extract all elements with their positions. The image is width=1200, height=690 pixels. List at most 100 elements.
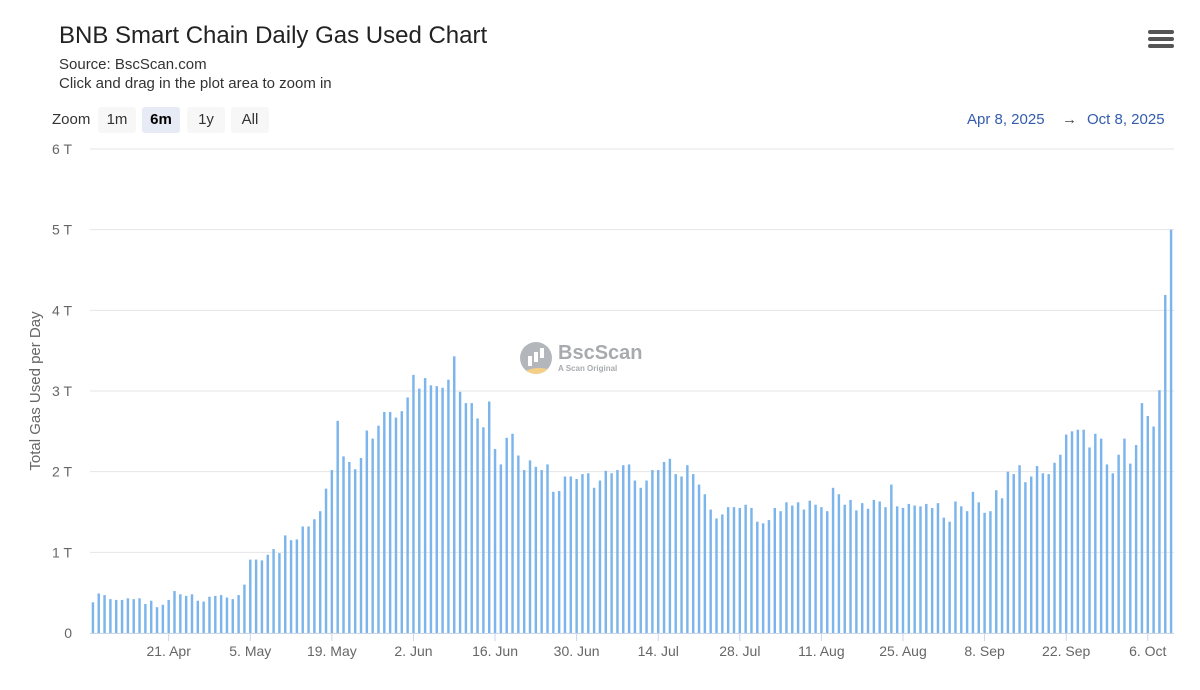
bar[interactable] <box>802 509 806 633</box>
bar[interactable] <box>662 461 666 633</box>
bar[interactable] <box>919 506 922 633</box>
bar[interactable] <box>697 484 701 633</box>
bar[interactable] <box>691 474 695 633</box>
bar[interactable] <box>91 602 95 633</box>
chart-menu-icon[interactable] <box>1148 30 1174 52</box>
bar[interactable] <box>476 418 479 633</box>
bar[interactable] <box>860 503 864 633</box>
bar[interactable] <box>1070 431 1074 633</box>
bar[interactable] <box>511 433 514 633</box>
bar[interactable] <box>814 504 817 633</box>
bar[interactable] <box>208 596 211 633</box>
bar[interactable] <box>1018 465 1021 633</box>
bar[interactable] <box>243 584 246 633</box>
bar[interactable] <box>1041 473 1045 633</box>
bar[interactable] <box>453 356 456 633</box>
bar[interactable] <box>761 523 765 633</box>
bar[interactable] <box>1006 471 1010 633</box>
bar[interactable] <box>1146 416 1149 633</box>
bar[interactable] <box>557 491 561 633</box>
bar[interactable] <box>307 526 310 633</box>
bar[interactable] <box>464 403 468 633</box>
bar[interactable] <box>645 480 648 633</box>
bar[interactable] <box>115 599 118 633</box>
bar[interactable] <box>237 595 240 633</box>
bar[interactable] <box>295 539 299 633</box>
bar[interactable] <box>901 507 905 633</box>
bar[interactable] <box>173 591 176 633</box>
bar[interactable] <box>721 514 724 633</box>
bar[interactable] <box>202 601 205 633</box>
bar[interactable] <box>540 470 543 633</box>
bar[interactable] <box>1158 390 1161 633</box>
bar[interactable] <box>528 460 532 633</box>
bar[interactable] <box>1169 229 1173 633</box>
zoom-1m-button[interactable]: 1m <box>98 107 136 133</box>
bar[interactable] <box>383 411 386 633</box>
bar[interactable] <box>1111 473 1115 633</box>
bar[interactable] <box>791 505 794 633</box>
bar[interactable] <box>1024 482 1027 633</box>
bar[interactable] <box>948 521 951 633</box>
bar[interactable] <box>254 559 258 633</box>
bar[interactable] <box>581 474 584 633</box>
range-from[interactable]: Apr 8, 2025 <box>967 111 1045 128</box>
bar[interactable] <box>231 599 235 633</box>
bar[interactable] <box>616 470 619 633</box>
bar[interactable] <box>1035 466 1039 633</box>
bar[interactable] <box>983 512 986 633</box>
bar[interactable] <box>668 458 672 633</box>
bar[interactable] <box>971 491 975 633</box>
bar[interactable] <box>627 464 631 633</box>
bar[interactable] <box>552 491 555 633</box>
bar[interactable] <box>499 464 503 633</box>
bar[interactable] <box>517 455 520 633</box>
bar[interactable] <box>930 507 934 633</box>
bar[interactable] <box>330 470 334 633</box>
bar[interactable] <box>709 509 712 633</box>
bar[interactable] <box>1129 463 1132 633</box>
range-to[interactable]: Oct 8, 2025 <box>1087 111 1165 128</box>
bar[interactable] <box>284 535 287 633</box>
bar[interactable] <box>738 507 742 633</box>
bar[interactable] <box>423 378 427 633</box>
bar[interactable] <box>388 411 392 633</box>
bar[interactable] <box>936 503 940 633</box>
bar[interactable] <box>610 473 613 633</box>
bar[interactable] <box>184 595 188 633</box>
bar[interactable] <box>674 474 677 633</box>
bar[interactable] <box>796 502 800 633</box>
bar[interactable] <box>651 470 654 633</box>
bar[interactable] <box>872 499 876 633</box>
bar[interactable] <box>960 506 963 633</box>
bar[interactable] <box>686 465 689 633</box>
bar[interactable] <box>412 374 415 633</box>
bar[interactable] <box>756 521 759 633</box>
bar[interactable] <box>843 504 846 633</box>
bar[interactable] <box>1012 474 1015 633</box>
bar[interactable] <box>447 379 450 633</box>
bar[interactable] <box>680 476 683 633</box>
bar[interactable] <box>604 470 607 633</box>
bar[interactable] <box>1000 498 1004 633</box>
bar[interactable] <box>989 511 992 633</box>
bar[interactable] <box>458 391 462 633</box>
bar[interactable] <box>744 504 747 633</box>
bar[interactable] <box>470 403 473 633</box>
bar[interactable] <box>138 598 141 633</box>
bar[interactable] <box>890 484 893 633</box>
bar[interactable] <box>1123 438 1126 633</box>
bar[interactable] <box>97 593 100 633</box>
bar[interactable] <box>569 476 573 633</box>
bar[interactable] <box>837 494 841 633</box>
bar[interactable] <box>767 520 771 633</box>
bar[interactable] <box>482 427 485 633</box>
bar[interactable] <box>394 417 398 633</box>
bar[interactable] <box>522 470 526 633</box>
bar[interactable] <box>371 438 374 633</box>
bar[interactable] <box>103 595 106 633</box>
bar[interactable] <box>144 603 147 633</box>
bar[interactable] <box>546 464 549 633</box>
bar[interactable] <box>587 473 590 633</box>
